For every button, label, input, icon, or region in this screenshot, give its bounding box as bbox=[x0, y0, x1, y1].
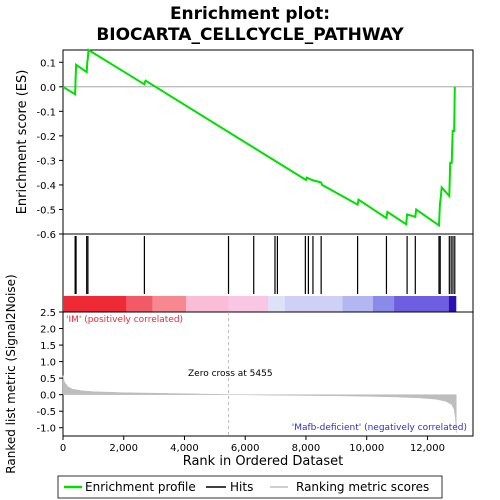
es-y-tick-label: -0.5 bbox=[36, 205, 56, 216]
ranking-metric-area bbox=[62, 375, 457, 433]
legend-metric-label: Ranking metric scores bbox=[296, 480, 429, 494]
metric-y-tick-label: 1.5 bbox=[40, 341, 56, 352]
es-y-tick-label: -0.3 bbox=[36, 156, 56, 167]
ranking-metric-fill bbox=[62, 375, 457, 433]
es-y-tick-label: 0.0 bbox=[40, 83, 56, 94]
rank-colorbar bbox=[63, 296, 457, 312]
colorbar-segment bbox=[63, 296, 127, 312]
es-y-axis: 0.1 0.0 -0.1 -0.2 -0.3 -0.4 -0.5 -0.6 bbox=[36, 58, 63, 241]
colorbar-segment bbox=[228, 296, 268, 312]
negative-correlation-label: 'Mafb-deficient' (negatively correlated) bbox=[292, 423, 467, 433]
metric-y-tick-label: -1.0 bbox=[36, 424, 56, 435]
positive-correlation-label: 'IM' (positively correlated) bbox=[66, 315, 183, 325]
legend-hits-label: Hits bbox=[230, 480, 253, 494]
enrichment-profile-line bbox=[62, 48, 456, 228]
metric-x-tick-label: 0 bbox=[60, 443, 66, 454]
metric-y-tick-label: 2.5 bbox=[40, 308, 56, 319]
enrichment-profile-series bbox=[62, 48, 456, 228]
zero-cross-label: Zero cross at 5455 bbox=[188, 369, 273, 379]
metric-y-tick-label: 2.0 bbox=[40, 325, 56, 336]
metric-y-axis: 2.5 2.0 1.5 1.0 0.5 0.0 -0.5 -1.0 bbox=[36, 308, 63, 435]
es-y-tick-label: 0.1 bbox=[40, 58, 56, 69]
colorbar-segment bbox=[186, 296, 229, 312]
legend-enrichment-label: Enrichment profile bbox=[85, 480, 196, 494]
colorbar-segment bbox=[342, 296, 373, 312]
colorbar-segment bbox=[126, 296, 153, 312]
chart-title-line-1: Enrichment plot: bbox=[170, 4, 330, 24]
metric-y-tick-label: 1.0 bbox=[40, 358, 56, 369]
colorbar-segment bbox=[394, 296, 449, 312]
hit-markers bbox=[74, 236, 456, 294]
metric-x-tick-label: 6,000 bbox=[231, 443, 260, 454]
colorbar-segment bbox=[284, 296, 343, 312]
legend-box bbox=[57, 475, 443, 499]
es-y-tick-label: -0.1 bbox=[36, 107, 56, 118]
metric-x-tick-label: 12,000 bbox=[410, 443, 445, 454]
metric-x-tick-label: 10,000 bbox=[349, 443, 384, 454]
es-y-tick-label: -0.2 bbox=[36, 132, 56, 143]
metric-y-tick-label: 0.5 bbox=[40, 374, 56, 385]
colorbar-segment bbox=[448, 296, 457, 312]
metric-panel-frame bbox=[62, 311, 474, 437]
es-y-axis-label: Enrichment score (ES) bbox=[15, 70, 30, 215]
enrichment-panel-frame bbox=[62, 49, 474, 235]
colorbar-segment bbox=[372, 296, 395, 312]
metric-y-tick-label: 0.0 bbox=[40, 391, 56, 402]
metric-x-tick-label: 8,000 bbox=[292, 443, 321, 454]
metric-y-axis-label: Ranked list metric (Signal2Noise) bbox=[4, 274, 18, 473]
colorbar-segment bbox=[152, 296, 186, 312]
metric-x-axis-label: Rank in Ordered Dataset bbox=[183, 454, 344, 469]
metric-x-tick-label: 4,000 bbox=[170, 443, 199, 454]
metric-y-tick-label: -0.5 bbox=[36, 407, 56, 418]
metric-x-axis: 0 2,000 4,000 6,000 8,000 10,000 12,000 bbox=[60, 436, 445, 454]
metric-x-tick-label: 2,000 bbox=[109, 443, 138, 454]
chart-title-line-2: BIOCARTA_CELLCYCLE_PATHWAY bbox=[96, 25, 404, 45]
colorbar-segment bbox=[268, 296, 285, 312]
es-y-tick-label: -0.4 bbox=[36, 181, 56, 192]
es-y-tick-label: -0.6 bbox=[36, 230, 56, 241]
